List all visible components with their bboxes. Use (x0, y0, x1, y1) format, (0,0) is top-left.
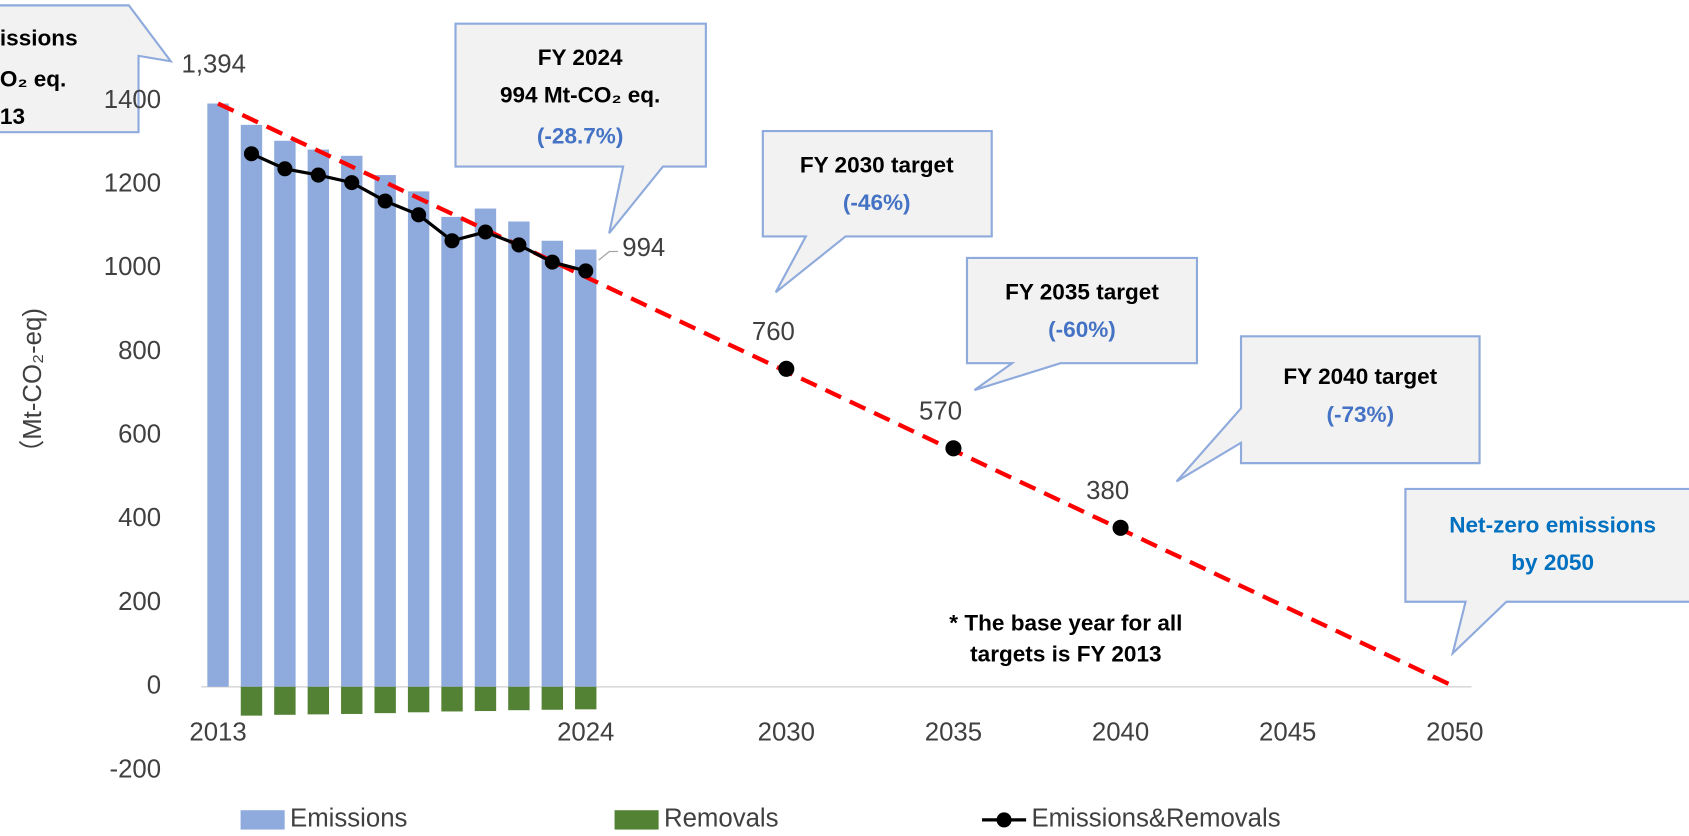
bar (575, 249, 597, 687)
line-marker (477, 224, 493, 240)
bar (274, 686, 296, 715)
bar (508, 686, 530, 711)
callout-text: by 2050 (1511, 550, 1594, 575)
callout-box (761, 130, 993, 294)
callout-text: (-46%) (843, 190, 911, 215)
x-tick-label: 2030 (758, 719, 815, 747)
bar (441, 686, 463, 712)
legend-label: Emissions (290, 805, 407, 833)
line-marker (377, 193, 393, 209)
note: targets is FY 2013 (970, 641, 1161, 666)
bar (307, 149, 330, 687)
line-marker (511, 237, 527, 253)
y-tick-label: 0 (147, 672, 161, 700)
callout-text: O₂ eq. (0, 67, 66, 92)
legend-swatch (614, 810, 659, 830)
bar (407, 686, 430, 713)
line-marker (411, 207, 427, 223)
bar (240, 124, 263, 687)
point-label: 1,394 (182, 51, 246, 79)
bar (374, 686, 396, 714)
line-marker (578, 263, 594, 279)
callout-text: (-73%) (1326, 402, 1394, 427)
line-marker (277, 161, 293, 177)
target-label: 380 (1086, 477, 1129, 505)
label-leader (598, 250, 618, 261)
callout-text: (-60%) (1048, 317, 1116, 342)
bar (341, 686, 363, 714)
y-tick-label: 1000 (104, 253, 161, 281)
target-marker (1112, 519, 1129, 536)
x-tick-label: 2040 (1092, 719, 1149, 747)
target-label: 760 (752, 318, 795, 346)
target-label: 570 (919, 398, 962, 426)
bar (508, 221, 530, 687)
callout-box (965, 256, 1199, 392)
bar (541, 686, 564, 710)
y-tick-label: 1400 (104, 86, 161, 114)
line-marker (444, 233, 460, 249)
legend-swatch (996, 812, 1012, 828)
target-marker (945, 440, 962, 457)
line-marker (243, 146, 259, 162)
line-marker (310, 167, 326, 183)
y-tick-label: 800 (118, 337, 161, 365)
callout-text: 994 Mt-CO₂ eq. (500, 83, 660, 108)
callout-box (1404, 487, 1689, 657)
x-tick-label: 2050 (1426, 719, 1483, 747)
note: * The base year for all (949, 610, 1182, 635)
callout-box (1175, 335, 1481, 483)
y-axis-label: （Mt-CO₂-eq) (19, 308, 47, 465)
callout-text: 13 (0, 104, 25, 129)
line-marker (544, 254, 560, 270)
x-tick-label: 2035 (925, 719, 982, 747)
x-tick-label: 2013 (189, 719, 246, 747)
y-tick-label: 200 (118, 588, 161, 616)
legend-swatch (240, 810, 285, 830)
bar (541, 240, 564, 687)
x-tick-label: 2045 (1259, 719, 1316, 747)
bar (207, 103, 229, 687)
line-marker (344, 175, 360, 191)
bar (441, 216, 463, 687)
callout-text: FY 2040 target (1283, 364, 1437, 389)
y-tick-label: -200 (110, 755, 162, 783)
bar (240, 686, 263, 716)
x-tick-label: 2024 (557, 719, 614, 747)
legend-label: Emissions&Removals (1031, 805, 1280, 833)
callout-text: (-28.7%) (537, 123, 623, 148)
bar (341, 155, 363, 687)
bar (307, 686, 330, 715)
callout-text: FY 2030 target (800, 153, 954, 178)
bar (474, 208, 497, 687)
pathway-line (217, 101, 1456, 689)
point-label: 994 (622, 234, 665, 262)
callout-box (454, 22, 707, 234)
bar (575, 686, 597, 710)
bar (474, 686, 497, 712)
bar (407, 191, 430, 687)
callout-text: Net-zero emissions (1449, 512, 1656, 537)
legend-label: Removals (664, 805, 779, 833)
target-marker (778, 360, 795, 377)
callout-text: issions (0, 26, 78, 51)
bar (374, 175, 396, 687)
callout-text: FY 2024 (538, 45, 623, 70)
y-tick-label: 600 (118, 421, 161, 449)
y-tick-label: 400 (118, 504, 161, 532)
callout-box (0, 4, 174, 134)
y-tick-label: 1200 (104, 170, 161, 198)
bar (274, 140, 296, 687)
callout-text: FY 2035 target (1005, 279, 1159, 304)
